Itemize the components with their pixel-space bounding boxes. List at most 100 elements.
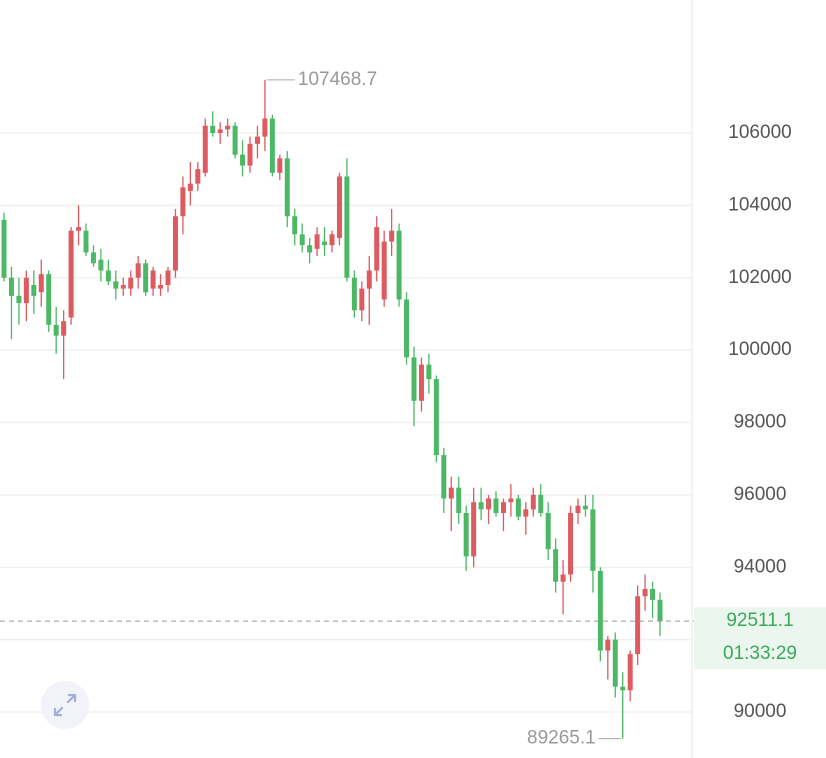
candle-body bbox=[471, 502, 477, 557]
y-tick-label: 94000 bbox=[734, 556, 787, 577]
candle-body bbox=[105, 270, 111, 282]
candle-body bbox=[277, 158, 283, 173]
candle-body bbox=[582, 505, 588, 510]
candle-body bbox=[344, 176, 350, 278]
candle-body bbox=[38, 274, 44, 293]
candle-body bbox=[612, 639, 618, 687]
last-price-label: 92511.1 bbox=[726, 610, 793, 631]
candle-body bbox=[150, 270, 156, 289]
candle-body bbox=[366, 270, 372, 289]
countdown-label: 01:33:29 bbox=[723, 643, 797, 664]
candle-body bbox=[68, 230, 74, 318]
price-label-box bbox=[694, 607, 826, 670]
candle-body bbox=[262, 118, 268, 137]
candle-body bbox=[545, 512, 551, 550]
candle-body bbox=[83, 230, 89, 253]
candle-body bbox=[560, 574, 566, 582]
candle-body bbox=[351, 277, 357, 311]
candle-body bbox=[590, 509, 596, 571]
candle-body bbox=[575, 505, 581, 513]
candle-body bbox=[426, 364, 432, 380]
candle-body bbox=[135, 263, 141, 278]
candle-body bbox=[456, 487, 462, 513]
high-marker-label: 107468.7 bbox=[298, 69, 377, 90]
candle-body bbox=[120, 284, 126, 289]
candle-body bbox=[284, 158, 290, 217]
candle-body bbox=[23, 277, 29, 304]
candle-body bbox=[210, 125, 216, 133]
candle-body bbox=[515, 498, 521, 517]
candle-body bbox=[642, 588, 648, 597]
candle-body bbox=[597, 570, 603, 651]
candle-body bbox=[620, 686, 626, 691]
candle-body bbox=[463, 512, 469, 557]
candle-body bbox=[508, 498, 514, 503]
candle-body bbox=[523, 509, 529, 517]
y-tick-label: 100000 bbox=[728, 339, 791, 360]
candle-body bbox=[627, 654, 633, 691]
expand-button[interactable] bbox=[41, 681, 89, 729]
candle-body bbox=[396, 230, 402, 300]
candle-body bbox=[336, 176, 342, 238]
candle-body bbox=[98, 259, 104, 271]
candle-body bbox=[381, 241, 387, 300]
candle-body bbox=[411, 357, 417, 401]
candle-body bbox=[530, 494, 536, 510]
candle-body bbox=[448, 487, 454, 499]
candle-body bbox=[478, 502, 484, 510]
candle-body bbox=[329, 234, 335, 246]
candle-body bbox=[650, 588, 656, 600]
candle-body bbox=[374, 227, 380, 271]
candle-body bbox=[61, 321, 67, 336]
candle-body bbox=[16, 295, 22, 304]
y-tick-label: 90000 bbox=[734, 701, 787, 722]
candle-body bbox=[180, 187, 186, 217]
low-marker-label: 89265.1 bbox=[527, 728, 596, 749]
candle-body bbox=[657, 599, 663, 622]
candle-body bbox=[158, 284, 164, 289]
candle-body bbox=[538, 494, 544, 513]
y-tick-label: 96000 bbox=[734, 484, 787, 505]
candle-body bbox=[314, 234, 320, 249]
candle-body bbox=[553, 549, 559, 582]
candle-body bbox=[254, 136, 260, 144]
candle-body bbox=[441, 455, 447, 499]
candle-body bbox=[299, 234, 305, 246]
candle-body bbox=[46, 274, 52, 325]
candle-body bbox=[90, 252, 96, 264]
candle-body bbox=[187, 183, 193, 191]
candle-body bbox=[418, 364, 424, 401]
candle-body bbox=[269, 118, 275, 173]
candle-body bbox=[486, 498, 492, 510]
candle-body bbox=[240, 154, 246, 166]
candle-body bbox=[143, 263, 149, 293]
candle-body bbox=[500, 502, 506, 513]
candle-body bbox=[307, 245, 313, 253]
candle-body bbox=[128, 277, 134, 289]
candle-body bbox=[76, 227, 82, 231]
candle-body bbox=[202, 125, 208, 173]
y-tick-label: 98000 bbox=[734, 412, 787, 433]
y-tick-label: 104000 bbox=[728, 194, 791, 215]
candle-body bbox=[113, 281, 119, 289]
candle-body bbox=[8, 277, 14, 296]
candle-body bbox=[232, 125, 238, 155]
candle-body bbox=[225, 125, 231, 130]
candle-body bbox=[172, 216, 178, 271]
candle-body bbox=[165, 270, 171, 285]
candle-body bbox=[493, 498, 499, 513]
candle-body bbox=[404, 299, 410, 358]
candle-body bbox=[605, 639, 611, 651]
candle-body bbox=[389, 230, 395, 242]
candle-body bbox=[247, 143, 253, 166]
y-tick-label: 102000 bbox=[728, 267, 791, 288]
candle-body bbox=[53, 324, 59, 336]
candle-body bbox=[322, 241, 328, 246]
y-tick-label: 106000 bbox=[728, 122, 791, 143]
candle-body bbox=[359, 288, 365, 311]
candle-body bbox=[1, 219, 7, 278]
candle-body bbox=[195, 169, 201, 184]
candle-body bbox=[292, 216, 298, 235]
candle-body bbox=[568, 512, 574, 575]
